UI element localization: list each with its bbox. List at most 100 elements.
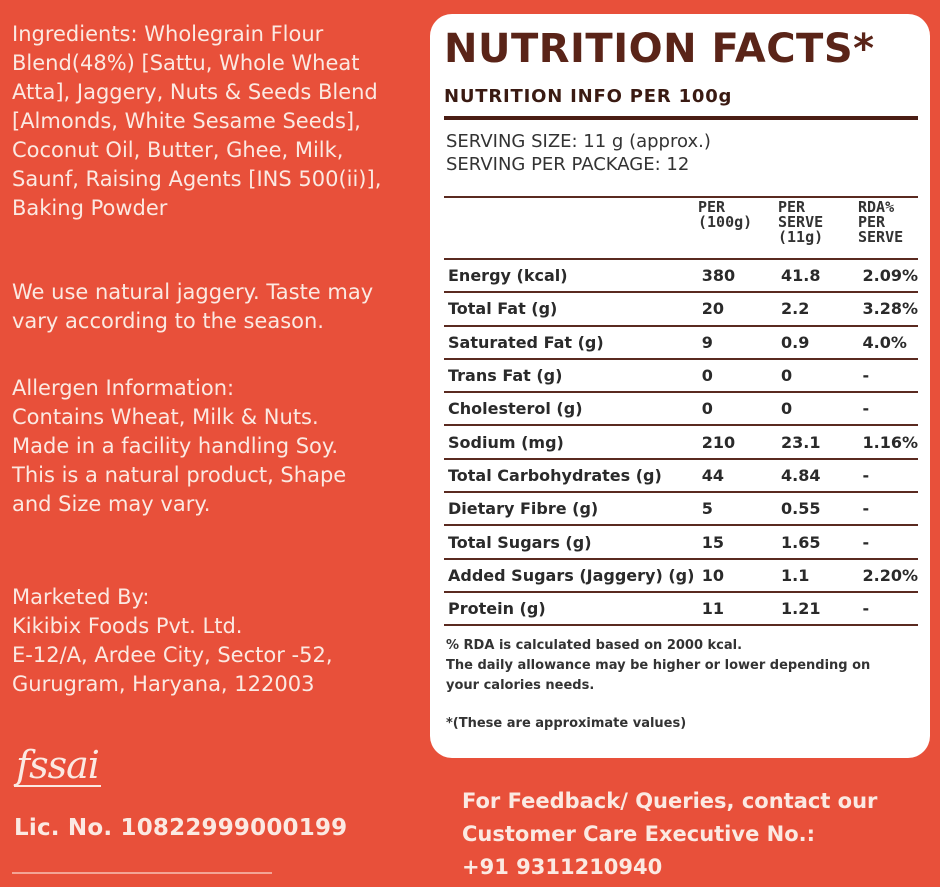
- marketed-by-line: E-12/A, Ardee City, Sector -52,: [12, 643, 333, 667]
- value-per-100g: 380: [697, 260, 777, 294]
- marketed-by-line: Gurugram, Haryana, 122003: [12, 672, 315, 696]
- value-per-serve: 0: [776, 392, 859, 427]
- ingredients-line: Ingredients: Wholegrain Flour: [12, 22, 324, 46]
- value-per-serve: 1.21: [776, 591, 859, 627]
- column-header-line: (100g): [698, 213, 753, 231]
- column-header-line: (11g): [778, 228, 824, 246]
- value-rda: 1.16%: [858, 425, 918, 460]
- value-per-serve: 1.1: [776, 558, 859, 593]
- nutrient-name: Protein (g): [444, 591, 698, 627]
- value-per-serve: 41.8: [776, 260, 859, 294]
- value-per-100g: 15: [697, 525, 777, 560]
- serving-info: SERVING SIZE: 11 g (approx.) SERVING PER…: [446, 130, 711, 176]
- allergen-line: Allergen Information:: [12, 376, 235, 400]
- value-rda: 2.20%: [858, 558, 918, 593]
- nutrient-name: Trans Fat (g): [444, 358, 698, 394]
- value-per-100g: 0: [697, 358, 777, 394]
- feedback-line: For Feedback/ Queries, contact our: [462, 789, 878, 813]
- nutrient-name: Total Sugars (g): [444, 525, 698, 560]
- column-header-line: SERVE: [858, 228, 904, 246]
- value-rda: -: [858, 492, 918, 527]
- serving-divider: [444, 196, 918, 198]
- feedback-line: Customer Care Executive No.:: [462, 822, 816, 846]
- nutrient-row: Trans Fat (g) 0 0-: [444, 358, 918, 394]
- nutrient-row: Protein (g) 11 1.21-: [444, 591, 918, 627]
- value-rda: -: [858, 525, 918, 560]
- approximate-values-note: *(These are approximate values): [446, 716, 687, 731]
- license-number: Lic. No. 10822999000199: [14, 815, 348, 841]
- footnote-line: your calories needs.: [446, 678, 595, 693]
- allergen-line: Contains Wheat, Milk & Nuts.: [12, 405, 319, 429]
- value-per-serve: 4.84: [776, 458, 859, 494]
- value-per-100g: 11: [697, 591, 777, 627]
- nutrient-name: Sodium (mg): [444, 425, 698, 460]
- value-rda: -: [858, 358, 918, 394]
- nutrient-name: Cholesterol (g): [444, 392, 698, 427]
- value-per-serve: 2.2: [776, 292, 859, 327]
- column-header-line: PER: [698, 198, 726, 216]
- header-divider: [444, 258, 918, 260]
- ingredients-line: Coconut Oil, Butter, Ghee, Milk,: [12, 138, 344, 162]
- cut-off-text-strip: [12, 872, 272, 887]
- column-header-line: PER: [858, 213, 886, 231]
- value-per-serve: 0.55: [776, 492, 859, 527]
- value-rda: -: [858, 392, 918, 427]
- taste-note-block: We use natural jaggery. Taste may vary ac…: [12, 278, 432, 336]
- value-rda: 4.0%: [858, 325, 918, 360]
- nutrient-name: Energy (kcal): [444, 260, 698, 294]
- rda-footnote: % RDA is calculated based on 2000 kcal. T…: [446, 636, 916, 696]
- value-per-100g: 9: [697, 325, 777, 360]
- ingredients-line: Baking Powder: [12, 196, 168, 220]
- nutrient-row: Energy (kcal) 380 41.8 2.09%: [444, 260, 918, 294]
- nutrient-name: Saturated Fat (g): [444, 325, 698, 360]
- nutrient-name: Total Carbohydrates (g): [444, 458, 698, 494]
- value-rda: -: [858, 591, 918, 627]
- ingredients-line: Blend(48%) [Sattu, Whole Wheat: [12, 51, 360, 75]
- feedback-contact-block: For Feedback/ Queries, contact our Custom…: [462, 785, 932, 884]
- taste-note-line: We use natural jaggery. Taste may: [12, 280, 374, 304]
- value-rda: 3.28%: [858, 292, 918, 327]
- value-rda: -: [858, 458, 918, 494]
- feedback-line: +91 9311210940: [462, 855, 663, 879]
- nutrition-table: Energy (kcal) 380 41.8 2.09% Total Fat (g) 20…: [444, 260, 918, 627]
- marketed-by-block: Marketed By: Kikibix Foods Pvt. Ltd. E-12/…: [12, 583, 432, 699]
- value-per-100g: 0: [697, 392, 777, 427]
- column-header-per-serve: PER SERVE (11g): [778, 200, 823, 245]
- nutrition-facts-panel: NUTRITION FACTS* NUTRITION INFO PER 100g…: [430, 14, 930, 758]
- nutrition-subtitle: NUTRITION INFO PER 100g: [444, 86, 733, 107]
- column-header-rda: RDA% PER SERVE: [858, 200, 903, 245]
- value-per-serve: 23.1: [776, 425, 859, 460]
- nutrient-row: Sodium (mg) 210 23.1 1.16%: [444, 425, 918, 460]
- fssai-logo: fssai: [14, 743, 101, 787]
- column-header-line: SERVE: [778, 213, 824, 231]
- value-per-100g: 44: [697, 458, 777, 494]
- serving-per-package: SERVING PER PACKAGE: 12: [446, 154, 690, 175]
- ingredients-block: Ingredients: Wholegrain Flour Blend(48%) …: [12, 20, 432, 223]
- column-header-line: RDA%: [858, 198, 895, 216]
- value-per-100g: 210: [697, 425, 777, 460]
- value-per-serve: 0.9: [776, 325, 859, 360]
- ingredients-line: Saunf, Raising Agents [INS 500(ii)],: [12, 167, 382, 191]
- allergen-line: and Size may vary.: [12, 492, 211, 516]
- nutrient-name: Total Fat (g): [444, 292, 698, 327]
- allergen-line: This is a natural product, Shape: [12, 463, 347, 487]
- serving-size: SERVING SIZE: 11 g (approx.): [446, 131, 711, 152]
- nutrient-name: Dietary Fibre (g): [444, 492, 698, 527]
- nutrient-name: Added Sugars (Jaggery) (g): [444, 558, 698, 593]
- allergen-line: Made in a facility handling Soy.: [12, 434, 339, 458]
- nutrient-row: Saturated Fat (g) 9 0.9 4.0%: [444, 325, 918, 360]
- nutrient-row: Total Carbohydrates (g) 44 4.84-: [444, 458, 918, 494]
- nutrient-row: Total Sugars (g) 15 1.65-: [444, 525, 918, 560]
- allergen-block: Allergen Information: Contains Wheat, Mil…: [12, 374, 432, 519]
- value-per-100g: 20: [697, 292, 777, 327]
- title-divider: [444, 116, 918, 120]
- marketed-by-line: Marketed By:: [12, 585, 150, 609]
- nutrition-title: NUTRITION FACTS*: [444, 26, 875, 72]
- ingredients-line: Atta], Jaggery, Nuts & Seeds Blend: [12, 80, 378, 104]
- nutrient-row: Total Fat (g) 20 2.2 3.28%: [444, 292, 918, 327]
- nutrient-row: Dietary Fibre (g) 5 0.55-: [444, 492, 918, 527]
- value-per-100g: 5: [697, 492, 777, 527]
- column-header-line: PER: [778, 198, 806, 216]
- footnote-line: The daily allowance may be higher or low…: [446, 658, 871, 673]
- footnote-line: % RDA is calculated based on 2000 kcal.: [446, 638, 743, 653]
